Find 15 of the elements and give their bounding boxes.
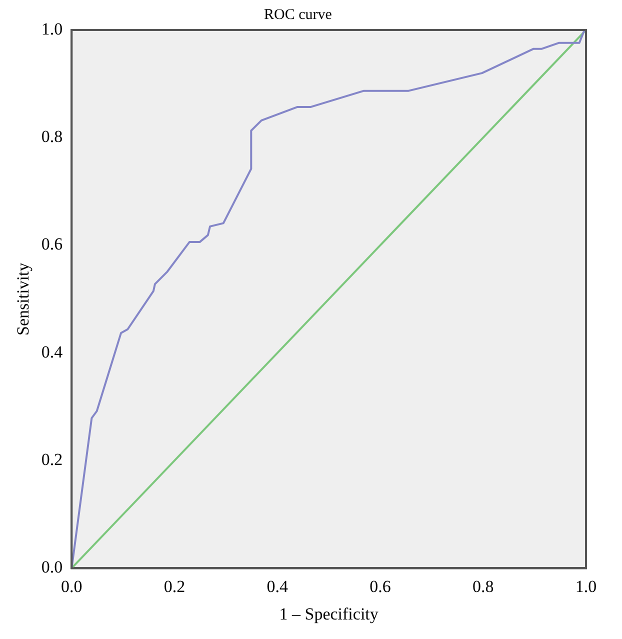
y-tick-label: 1.0	[41, 19, 63, 38]
x-tick-label: 0.6	[370, 576, 391, 596]
y-tick-label: 0.4	[41, 342, 64, 362]
x-tick-label: 0.4	[266, 576, 289, 596]
y-tick-label: 0.0	[41, 558, 63, 577]
x-tick-label: 1.0	[575, 576, 597, 596]
x-tick-label: 0.0	[61, 576, 82, 596]
y-tick-label: 0.6	[41, 234, 63, 254]
y-tick-label: 0.8	[41, 127, 63, 146]
x-tick-label: 0.2	[164, 576, 186, 596]
x-tick-label: 0.8	[472, 576, 494, 596]
y-axis-title: Sensitivity	[14, 262, 33, 336]
x-axis-title: 1 – Specificity	[279, 604, 379, 624]
y-tick-label: 0.2	[41, 450, 63, 470]
chart-title: ROC curve	[264, 6, 332, 23]
